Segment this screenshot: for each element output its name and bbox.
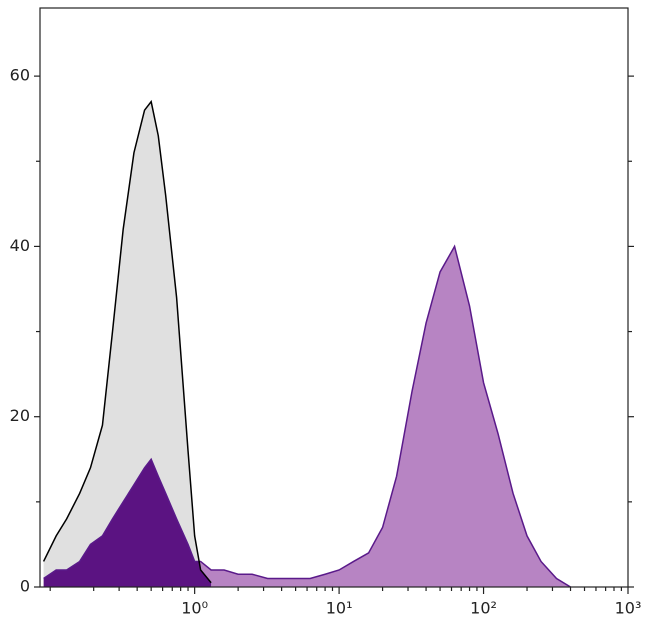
x-tick-label: 10³ (615, 599, 642, 618)
plot-frame (39, 7, 629, 588)
x-tick-label: 10⁰ (181, 599, 208, 618)
stained-line (43, 244, 571, 588)
y-tick-label: 0 (20, 577, 30, 596)
y-tick-label: 20 (10, 406, 30, 425)
x-tick-label: 10¹ (326, 599, 353, 618)
x-tick-label: 10² (470, 599, 497, 618)
y-tick-label: 60 (10, 66, 30, 85)
y-tick-label: 40 (10, 236, 30, 255)
control-line (42, 99, 212, 584)
stained-area (43, 246, 571, 588)
control-area (43, 101, 212, 587)
